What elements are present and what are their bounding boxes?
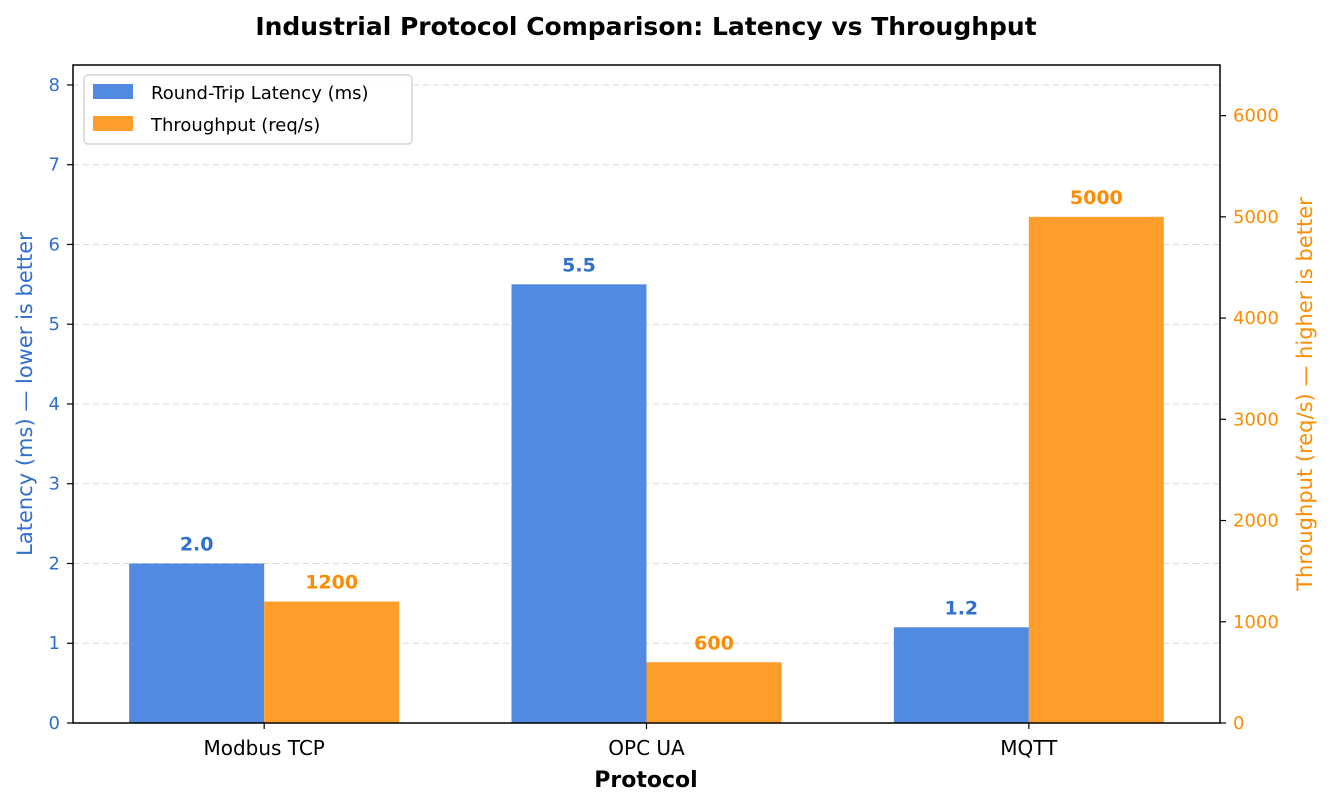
bar-value-label: 1.2	[944, 597, 978, 619]
chart-title: Industrial Protocol Comparison: Latency …	[255, 12, 1036, 41]
x-axis-label: Protocol	[594, 768, 697, 793]
y-left-tick-label: 8	[49, 75, 60, 96]
y-right-tick-label: 0	[1233, 713, 1244, 734]
legend-label-latency: Round-Trip Latency (ms)	[151, 83, 369, 104]
y-left-tick-label: 4	[49, 394, 60, 415]
y-right-tick-label: 1000	[1233, 612, 1279, 633]
y-right-tick-label: 3000	[1233, 409, 1279, 430]
legend-label-throughput: Throughput (req/s)	[150, 115, 320, 136]
y-right-tick-label: 6000	[1233, 106, 1279, 127]
legend-swatch-latency	[93, 84, 133, 99]
bar	[129, 563, 265, 723]
y-left-tick-label: 2	[49, 553, 60, 574]
legend-box	[83, 74, 413, 145]
y-left-tick-label: 7	[49, 155, 60, 176]
bar	[893, 627, 1029, 723]
left-y-axis: 0 1 2 3 4 5 6 7 8	[49, 75, 73, 734]
bar-value-label: 1200	[305, 572, 358, 594]
bar-value-label: 2.0	[180, 533, 214, 555]
bars	[129, 216, 1164, 723]
bar-value-label: 5000	[1070, 187, 1123, 209]
bar-value-label: 600	[694, 632, 734, 654]
y-axis-right-label: Throughput (req/s) — higher is better	[1293, 197, 1317, 592]
bar	[1028, 216, 1164, 723]
data-labels: 2.0 5.5 1.2 1200 600 5000	[180, 187, 1123, 654]
x-tick-label: OPC UA	[608, 736, 685, 760]
y-left-tick-label: 0	[49, 713, 60, 734]
legend-swatch-throughput	[93, 116, 133, 131]
y-left-tick-label: 6	[49, 234, 60, 255]
y-left-tick-label: 3	[49, 474, 60, 495]
bar	[511, 284, 647, 723]
legend: Round-Trip Latency (ms) Throughput (req/…	[83, 74, 413, 145]
y-right-tick-label: 2000	[1233, 511, 1279, 532]
x-tick-label: MQTT	[1000, 736, 1058, 760]
y-left-tick-label: 1	[49, 633, 60, 654]
y-axis-left-label: Latency (ms) — lower is better	[13, 232, 37, 556]
y-right-tick-label: 5000	[1233, 207, 1279, 228]
x-tick-label: Modbus TCP	[203, 736, 324, 760]
bar	[646, 662, 782, 723]
bar-value-label: 5.5	[562, 254, 596, 276]
right-y-axis: 0 1000 2000 3000 4000 5000 6000	[1220, 106, 1279, 734]
bar	[264, 601, 400, 723]
y-right-tick-label: 4000	[1233, 308, 1279, 329]
y-left-tick-label: 5	[49, 314, 60, 335]
x-axis: Modbus TCP OPC UA MQTT	[203, 723, 1058, 760]
